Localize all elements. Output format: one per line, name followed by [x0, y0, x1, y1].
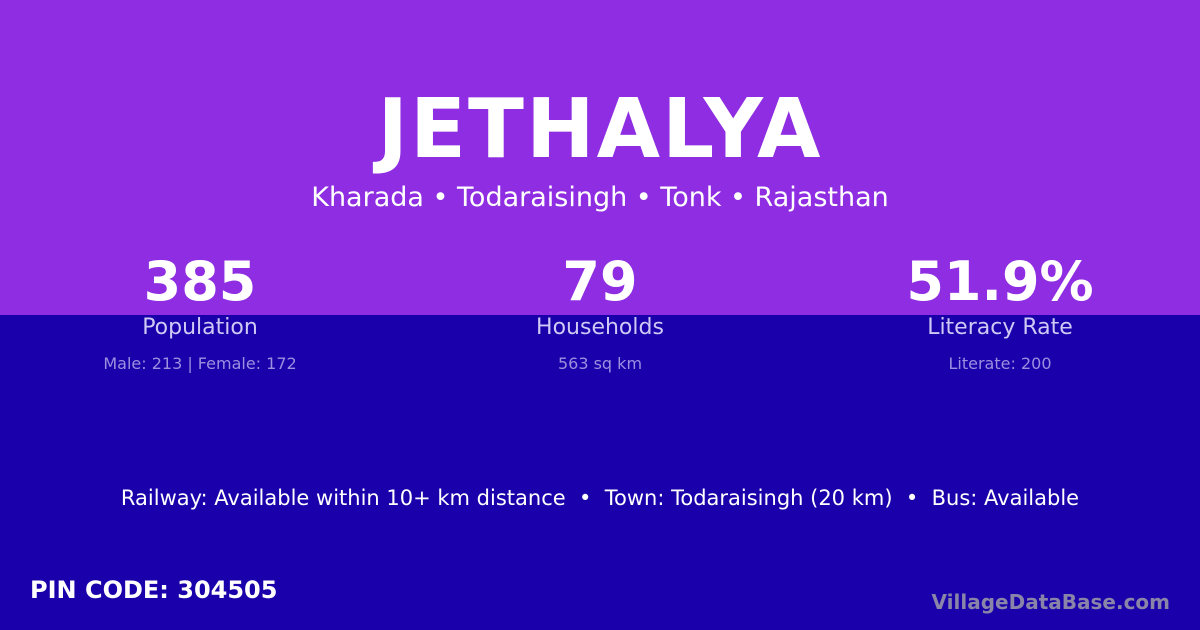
stat-value: 385: [143, 250, 257, 313]
stat-detail: 563 sq km: [557, 354, 643, 373]
brand-watermark: VillageDataBase.com: [931, 590, 1170, 614]
location-breadcrumb: Kharada • Todaraisingh • Tonk • Rajastha…: [311, 182, 889, 213]
stat-label: Households: [536, 315, 664, 340]
stat-detail: Literate: 200: [948, 354, 1052, 373]
stat-value: 79: [562, 250, 638, 313]
stat-detail: Male: 213 | Female: 172: [103, 354, 297, 373]
stat-label: Population: [142, 315, 258, 340]
pin-code: PIN CODE: 304505: [30, 576, 278, 604]
village-name: JETHALYA: [377, 82, 823, 177]
stat-value: 51.9%: [906, 250, 1094, 313]
stat-label: Literacy Rate: [927, 315, 1073, 340]
header-band: [0, 0, 1200, 315]
connectivity-info: Railway: Available within 10+ km distanc…: [120, 486, 1080, 510]
